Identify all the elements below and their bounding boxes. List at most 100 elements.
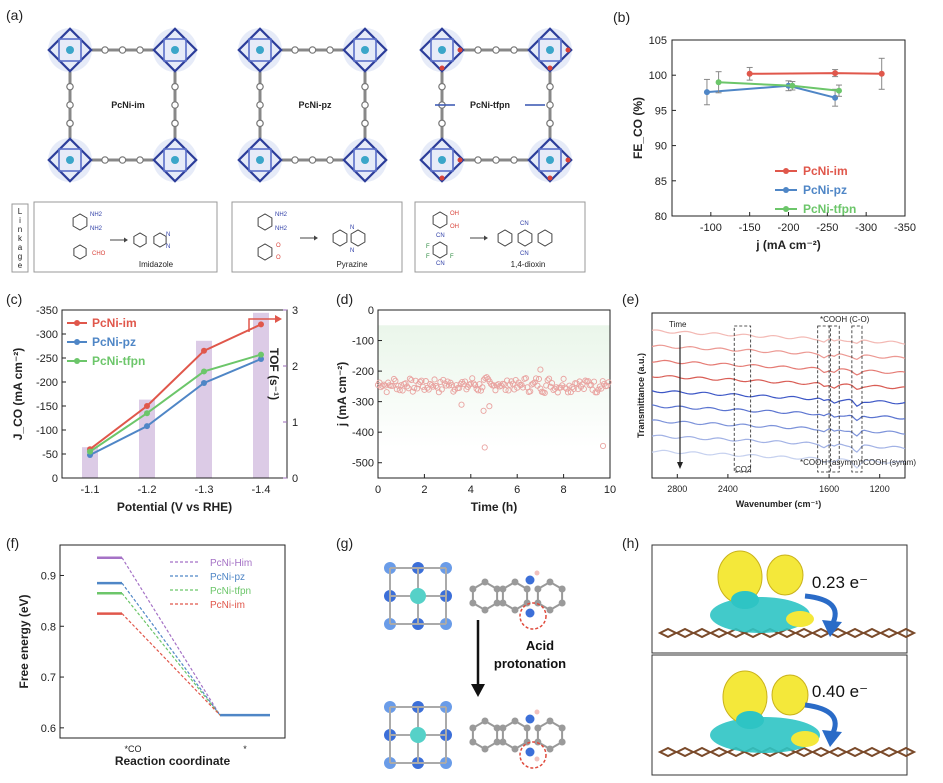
oxygen-atom: [439, 65, 445, 71]
data-point: [418, 377, 425, 384]
ring-atom: [492, 156, 500, 164]
x-tick-label: 2800: [667, 484, 687, 494]
benzene-ring: [332, 229, 348, 247]
benzene-ring: [517, 229, 533, 247]
y-tick-label: 0: [368, 305, 374, 317]
charge-depletion: [710, 717, 820, 753]
data-point-outlier: [481, 444, 488, 451]
data-point: [582, 377, 589, 384]
annotation-box: [817, 325, 831, 473]
carbon-atom: [558, 599, 566, 607]
carbon-atom: [481, 745, 489, 753]
data-point: [472, 381, 479, 389]
data-point: [392, 377, 399, 384]
ring-atom: [256, 101, 264, 109]
benzene-ring: [497, 229, 513, 247]
linkage-box-dioxin: [414, 201, 586, 273]
charge-transfer-bottom: 0.40 e⁻: [812, 682, 868, 701]
carbon-atom: [534, 724, 542, 732]
x-tick-label: 4: [468, 484, 474, 496]
linker-ring: [536, 580, 564, 612]
ni-center: [546, 46, 554, 54]
data-point: [448, 382, 456, 389]
y-tick-label: -300: [36, 329, 58, 341]
data-point: [498, 382, 505, 389]
annotation-box: [828, 325, 840, 473]
data-point-outlier: [537, 366, 544, 373]
x-tick-label: -1.4: [252, 484, 271, 496]
annotation-label: CO2: [735, 465, 752, 474]
atom-label: O: [276, 243, 281, 249]
acid-label: Acid: [526, 638, 554, 653]
ring-atom: [546, 82, 554, 91]
y-tick-label: 0.7: [41, 672, 56, 684]
x-axis-label: Potential (V vs RHE): [117, 500, 232, 514]
tof-bar: [139, 399, 155, 478]
data-point: [560, 375, 567, 382]
ni-center: [361, 46, 369, 54]
data-point-PcNi-pz: [832, 94, 839, 101]
panel-g: (g) Acid protonation: [336, 535, 566, 769]
data-point-PcNi-im: [144, 403, 150, 409]
data-point: [604, 382, 611, 389]
ni-center: [546, 156, 554, 164]
x-tick-label: *CO: [124, 744, 141, 754]
data-point: [403, 383, 411, 390]
ring-atom: [361, 119, 369, 128]
pc-ring: [353, 38, 377, 62]
x-tick-label: -1.2: [138, 484, 157, 496]
benzene-ring: [72, 213, 88, 231]
atom-label: NH2: [90, 212, 103, 218]
ring-atom: [101, 46, 109, 54]
oxygen-atom: [547, 175, 553, 181]
x-tick-label: -200: [777, 222, 799, 234]
data-point: [541, 389, 548, 396]
ring-atom: [171, 82, 179, 91]
benzene-ring: [257, 243, 273, 261]
data-point: [591, 378, 598, 385]
ir-trace: [651, 404, 906, 422]
time-arrow-head: [677, 462, 683, 469]
oxygen-atom: [439, 175, 445, 181]
ring-atom: [510, 156, 518, 164]
y-tick-label: -50: [42, 449, 58, 461]
y-axis-label: j (mA cm⁻²): [335, 362, 349, 428]
benzene-ring: [153, 232, 167, 248]
benzene-ring: [432, 211, 448, 229]
data-point: [564, 389, 572, 396]
atom-label: N: [350, 248, 354, 254]
annotation-label: *COOH (asymm): [800, 458, 861, 467]
x-tick-label: *: [243, 744, 247, 754]
ir-trace: [651, 359, 906, 376]
data-point: [409, 388, 416, 395]
legend-label: PcNi-tfpn: [210, 586, 251, 597]
linker-ring: [501, 580, 529, 612]
legend-label: PcNi-pz: [210, 572, 245, 583]
carbon-atom: [546, 578, 554, 586]
x-tick-label: -300: [855, 222, 877, 234]
atom-label: N: [166, 232, 170, 238]
product-imidazole: Imidazole: [139, 260, 174, 269]
atom-label: NH2: [275, 226, 288, 232]
series-line-PcNi-tfpn: [89, 353, 262, 453]
legend-marker: [783, 168, 789, 174]
hydrogen-atom: [534, 709, 540, 715]
linkage-box-pz: [231, 201, 403, 273]
graphene-cell: [895, 746, 917, 758]
panel-f-label: (f): [6, 535, 19, 551]
pc-ring: [248, 38, 272, 62]
data-point: [428, 382, 435, 389]
data-point: [424, 384, 431, 391]
data-point: [501, 381, 508, 388]
data-point: [470, 380, 477, 387]
x-tick-label: 6: [514, 484, 520, 496]
carbon-atom: [511, 717, 519, 725]
carbon-atom: [511, 606, 519, 614]
annotation-box: [851, 325, 863, 473]
linkage-letter: k: [18, 234, 23, 243]
data-point-PcNi-im: [746, 70, 753, 77]
ir-trace: [651, 434, 906, 453]
data-point: [533, 375, 540, 382]
panel-g-label: (g): [336, 535, 353, 551]
panel-h-label: (h): [622, 535, 639, 551]
